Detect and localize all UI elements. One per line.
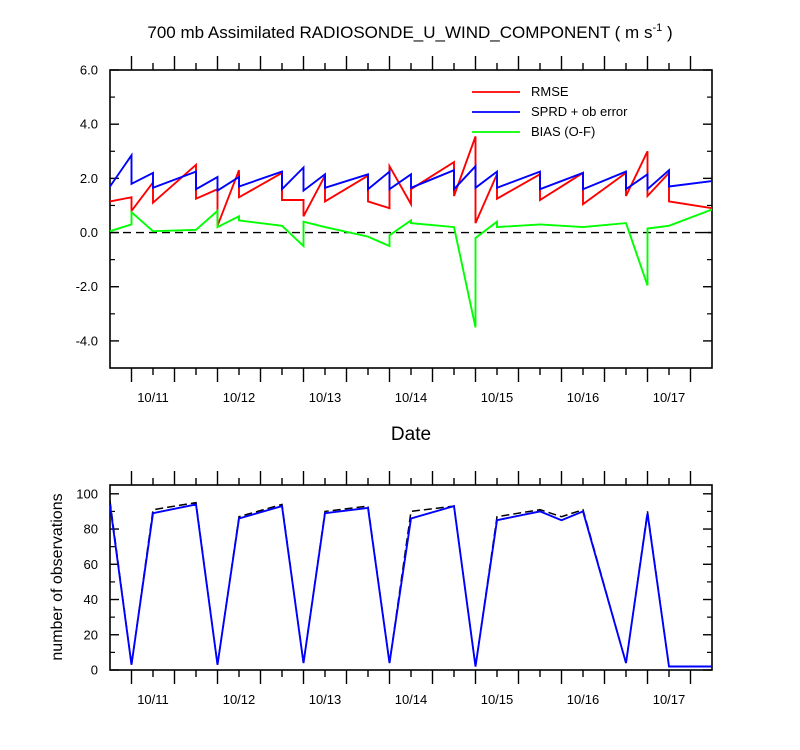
top-x-tick-label: 10/13: [309, 390, 342, 405]
top-series-line-bias-o-f: [109, 208, 713, 328]
bot-y-tick-label: 0: [91, 663, 98, 678]
top-axis-labels: 6.0 4.0 2.0 0.0 -2.0 -4.0 10/11 10/12 10/13 10/14…: [76, 63, 686, 406]
bot-x-tick-label: 10/16: [567, 692, 600, 707]
bottom-y-axis-label: number of observations: [49, 493, 66, 660]
bot-x-tick-label: 10/14: [395, 692, 428, 707]
top-chart-title: 700 mb Assimilated RADIOSONDE_U_WIND_COM…: [147, 22, 672, 42]
bot-y-tick-label: 80: [84, 522, 98, 537]
bot-y-tick-label: 60: [84, 557, 98, 572]
bot-y-tick-label: 20: [84, 627, 98, 642]
top-x-axis-label: Date: [391, 424, 431, 445]
legend-label-rmse: RMSE: [531, 84, 569, 99]
top-title-suffix: ): [662, 23, 672, 42]
top-y-tick-label: -4.0: [76, 333, 98, 348]
bot-series-line-possible: [109, 500, 712, 668]
top-series-group: [109, 136, 713, 328]
bot-y-tick-label: 40: [84, 592, 98, 607]
bot-x-tick-label: 10/11: [137, 692, 169, 707]
top-x-tick-label: 10/16: [567, 390, 600, 405]
bot-y-tick-label: 100: [76, 486, 98, 501]
top-x-tick-label: 10/17: [653, 390, 686, 405]
top-y-tick-label: -2.0: [76, 279, 98, 294]
top-series-line-sprd-ob-error: [109, 152, 713, 193]
bottom-ticks: [110, 471, 712, 684]
top-ticks: [110, 56, 712, 382]
top-x-tick-label: 10/11: [137, 390, 169, 405]
bot-x-tick-label: 10/17: [653, 692, 686, 707]
top-legend: RMSE SPRD + ob error BIAS (O-F): [472, 84, 628, 139]
top-chart: 6.0 4.0 2.0 0.0 -2.0 -4.0 10/11 10/12 10/13 10/14…: [76, 56, 713, 445]
bottom-series-group: [109, 500, 712, 668]
top-y-tick-label: 2.0: [80, 171, 98, 186]
top-y-tick-label: 0.0: [80, 225, 98, 240]
bottom-chart: 0 20 40 60 80 100 10/11 10/12 10/13 10/14 10/15 10/…: [49, 471, 713, 707]
bot-x-tick-label: 10/15: [481, 692, 514, 707]
bot-series-line-used: [109, 503, 712, 668]
bot-x-tick-label: 10/13: [309, 692, 342, 707]
top-x-tick-label: 10/14: [395, 390, 428, 405]
top-title-main: 700 mb Assimilated RADIOSONDE_U_WIND_COM…: [147, 23, 652, 42]
top-title-superscript: -1: [652, 22, 662, 34]
top-x-tick-label: 10/15: [481, 390, 514, 405]
bot-x-tick-label: 10/12: [223, 692, 256, 707]
top-x-tick-label: 10/12: [223, 390, 256, 405]
legend-label-sprd: SPRD + ob error: [531, 104, 628, 119]
bottom-plot-frame: [109, 484, 713, 671]
bottom-axis-labels: 0 20 40 60 80 100 10/11 10/12 10/13 10/14 10/15 10/…: [76, 486, 685, 707]
top-y-tick-label: 4.0: [80, 117, 98, 132]
top-y-tick-label: 6.0: [80, 63, 98, 78]
legend-label-bias: BIAS (O-F): [531, 124, 595, 139]
